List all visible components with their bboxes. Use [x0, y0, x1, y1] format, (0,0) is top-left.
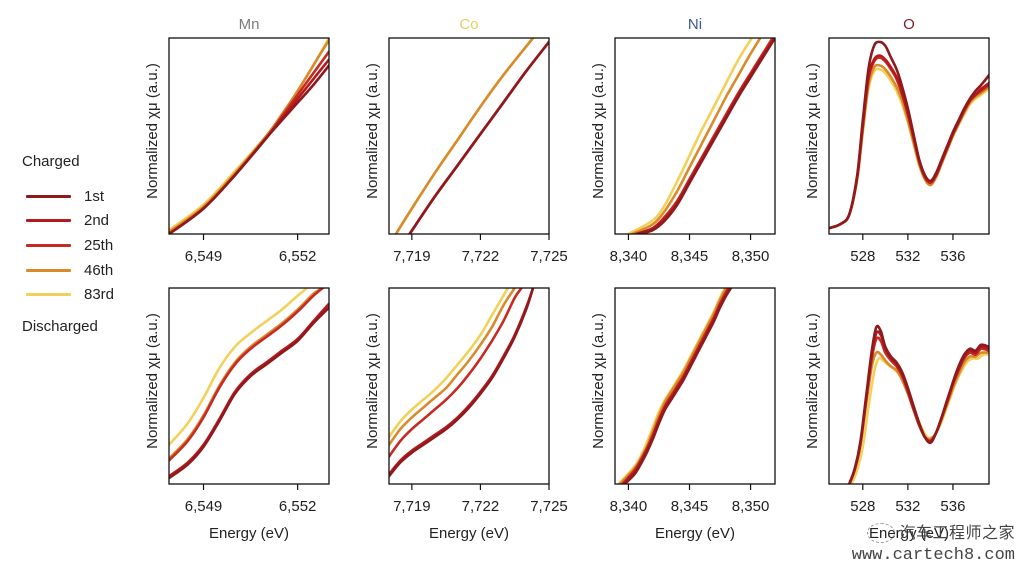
x-axis-label-mn-discharged: Energy (eV)	[209, 525, 289, 542]
legend-charged-label: Charged	[22, 153, 80, 170]
series-line-mn-discharged-2nd	[169, 302, 329, 478]
x-tick-label-mn-discharged-0: 6,549	[185, 498, 223, 515]
series-line-ni-discharged-1st	[623, 288, 733, 484]
panel-title-o-charged: O	[903, 16, 915, 33]
series-line-mn-discharged-83rd	[169, 288, 309, 447]
series-line-co-charged-1st	[408, 40, 549, 234]
series-line-mn-charged-1st	[169, 64, 329, 234]
x-tick-label-ni-discharged-1: 8,345	[671, 498, 709, 515]
x-tick-label-mn-charged-0: 6,549	[185, 248, 223, 265]
legend-label-1st: 1st	[84, 187, 105, 205]
y-axis-label-ni-discharged: Normalized χμ (a.u.)	[590, 313, 607, 449]
legend-discharged-label: Discharged	[22, 318, 98, 335]
series-line-o-charged-1st	[829, 40, 989, 230]
wechat-icon	[867, 523, 896, 543]
legend-label-25th: 25th	[84, 236, 114, 254]
legend-entry-2nd: 2nd	[26, 211, 109, 229]
legend-entry-25th: 25th	[26, 236, 113, 254]
x-tick-label-o-discharged-2: 536	[940, 498, 965, 515]
watermark-text-1: 汽车工程师之家	[899, 522, 1015, 542]
series-line-mn-discharged-1st	[169, 306, 329, 480]
x-tick-label-o-charged-1: 532	[895, 248, 920, 265]
legend-swatch-46th	[26, 268, 71, 272]
series-line-ni-charged-1st	[636, 38, 775, 234]
series-line-ni-charged-25th	[634, 38, 774, 234]
x-tick-label-mn-discharged-1: 6,552	[279, 498, 317, 515]
x-tick-label-o-discharged-0: 528	[850, 498, 875, 515]
series-line-co-charged-83rd	[394, 38, 535, 234]
x-tick-label-ni-charged-0: 8,340	[610, 248, 648, 265]
x-tick-label-co-charged-1: 7,722	[462, 248, 500, 265]
panel-title-mn-charged: Mn	[239, 16, 260, 33]
watermark: 汽车工程师之家 www.cartech8.com	[852, 519, 1015, 566]
series-line-mn-charged-46th	[169, 38, 329, 234]
watermark-url: www.cartech8.com	[851, 546, 1015, 565]
legend-swatch-2nd	[26, 218, 71, 222]
series-line-ni-charged-46th	[630, 38, 762, 234]
x-tick-label-mn-charged-1: 6,552	[279, 248, 317, 265]
x-tick-label-co-charged-2: 7,725	[530, 248, 568, 265]
y-axis-label-o-charged: Normalized χμ (a.u.)	[804, 63, 821, 199]
x-tick-label-co-discharged-0: 7,719	[393, 498, 431, 515]
legend-label-2nd: 2nd	[84, 211, 110, 229]
x-tick-label-co-discharged-1: 7,722	[462, 498, 500, 515]
series-line-o-discharged-83rd	[850, 353, 989, 484]
legend-entry-46th: 46th	[26, 261, 113, 279]
x-tick-label-ni-discharged-2: 8,350	[732, 498, 770, 515]
legend-entry-83rd: 83rd	[26, 285, 114, 303]
legend-swatch-83rd	[26, 292, 71, 296]
x-axis-label-co-discharged: Energy (eV)	[429, 525, 509, 542]
y-axis-label-mn-charged: Normalized χμ (a.u.)	[144, 63, 161, 199]
legend-swatch-25th	[26, 243, 71, 247]
plot-frame-co-charged	[388, 37, 550, 235]
series-line-mn-discharged-46th	[169, 288, 324, 460]
plot-frame-o-discharged	[828, 287, 990, 485]
y-axis-label-co-discharged: Normalized χμ (a.u.)	[364, 313, 381, 449]
series-line-mn-charged-83rd	[169, 38, 329, 232]
y-axis-label-co-charged: Normalized χμ (a.u.)	[364, 63, 381, 199]
series-line-co-discharged-83rd	[389, 288, 510, 439]
x-tick-label-ni-charged-1: 8,345	[671, 248, 709, 265]
x-tick-label-ni-charged-2: 8,350	[732, 248, 770, 265]
plot-frame-ni-discharged	[614, 287, 776, 485]
legend-label-83rd: 83rd	[84, 285, 115, 303]
series-line-co-discharged-46th	[389, 288, 516, 447]
y-axis-label-o-discharged: Normalized χμ (a.u.)	[804, 313, 821, 449]
x-tick-label-o-charged-2: 536	[940, 248, 965, 265]
plot-frame-ni-charged	[614, 37, 776, 235]
y-axis-label-ni-charged: Normalized χμ (a.u.)	[590, 63, 607, 199]
series-line-co-charged-46th	[394, 38, 535, 234]
series-line-ni-charged-83rd	[627, 38, 754, 234]
series-line-ni-discharged-83rd	[617, 288, 727, 484]
x-tick-label-co-discharged-2: 7,725	[530, 498, 568, 515]
y-axis-label-mn-discharged: Normalized χμ (a.u.)	[144, 313, 161, 449]
plot-frame-mn-discharged	[168, 287, 330, 485]
plot-frame-mn-charged	[168, 37, 330, 235]
x-tick-label-ni-discharged-0: 8,340	[610, 498, 648, 515]
x-axis-label-ni-discharged: Energy (eV)	[655, 525, 735, 542]
plot-frame-o-charged	[828, 37, 990, 235]
series-line-o-discharged-1st	[848, 324, 989, 484]
watermark-line-1: 汽车工程师之家	[852, 519, 1015, 543]
legend-entry-1st: 1st	[26, 187, 104, 205]
series-line-mn-discharged-25th	[169, 288, 324, 462]
series-line-co-discharged-2nd	[389, 288, 535, 476]
x-tick-label-co-charged-0: 7,719	[393, 248, 431, 265]
series-line-co-discharged-1st	[389, 288, 535, 478]
plot-frame-co-discharged	[388, 287, 550, 485]
x-tick-label-o-discharged-1: 532	[895, 498, 920, 515]
legend-swatch-1st	[26, 194, 71, 198]
legend-label-46th: 46th	[84, 261, 114, 279]
series-line-co-discharged-25th	[389, 288, 523, 458]
panel-title-ni-charged: Ni	[688, 16, 702, 33]
panel-title-co-charged: Co	[459, 16, 478, 33]
x-tick-label-o-charged-0: 528	[850, 248, 875, 265]
